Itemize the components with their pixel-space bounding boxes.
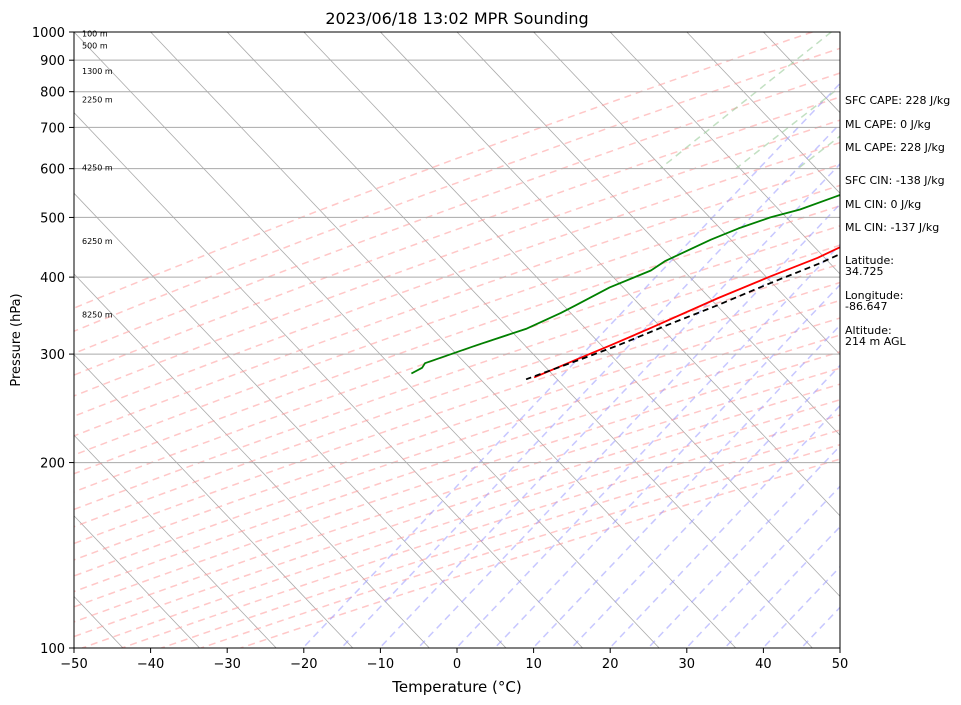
x-tick-label: 50 [832, 657, 849, 672]
isotherm-line [74, 434, 277, 648]
annotation-text: Longitude: -86.647 [845, 289, 903, 313]
y-tick-label: 800 [40, 86, 65, 101]
height-labels: 8250 m 6250 m 4250 m 2250 m 1300 m 500 m 100 m [82, 29, 113, 319]
x-tick-label: 20 [602, 657, 619, 672]
annotation-text: SFC CIN: -138 J/kg [845, 174, 945, 187]
x-axis-label: Temperature (°C) [391, 678, 521, 696]
y-tick-label: 100 [40, 642, 65, 657]
y-tick-label: 300 [40, 348, 65, 363]
y-tick-label: 500 [40, 211, 65, 226]
height-label: 100 m [82, 29, 108, 38]
background-guide-lines [74, 32, 840, 648]
dry-adiabat-line [74, 119, 840, 397]
chart-title: 2023/06/18 13:02 MPR Sounding [325, 9, 588, 28]
height-label: 8250 m [82, 310, 113, 319]
dry-adiabat-line [74, 163, 840, 437]
isotherm-line [686, 32, 840, 194]
dry-adiabat-line [74, 72, 840, 355]
annotation-text: ML CIN: -137 J/kg [845, 221, 939, 234]
dry-adiabat-line [161, 429, 840, 648]
height-label: 1300 m [82, 67, 113, 76]
dry-adiabat-line [74, 317, 840, 577]
dry-adiabat-line [74, 184, 840, 456]
dry-adiabat-line [74, 334, 840, 593]
annotation-text: ML CAPE: 228 J/kg [845, 141, 945, 154]
height-label: 4250 m [82, 163, 113, 172]
y-tick-label: 600 [40, 163, 65, 178]
y-axis-label: Pressure (hPa) [9, 293, 24, 386]
dry-adiabat-line [74, 96, 840, 376]
dry-adiabat-line [74, 281, 840, 545]
moist-adiabat-line [302, 82, 840, 648]
isotherm-line [74, 192, 507, 648]
moist-adiabat-line [340, 122, 840, 648]
dry-adiabat-line [74, 141, 840, 418]
sounding-traces [410, 194, 840, 381]
x-tick-label: −10 [367, 657, 394, 672]
y-tick-label: 900 [40, 54, 65, 69]
x-tick-label: −30 [213, 657, 240, 672]
annotation-text: ML CIN: 0 J/kg [845, 198, 921, 211]
dry-adiabat-line [74, 47, 840, 332]
annotation-text: SFC CAPE: 228 J/kg [845, 94, 950, 107]
y-tick-label: 200 [40, 457, 65, 472]
dry-adiabat-line [74, 351, 840, 608]
height-label: 500 m [82, 41, 108, 50]
height-label: 6250 m [82, 237, 113, 246]
x-axis-ticks: −50 −40 −30 −20 −10 0 10 20 30 40 50 [60, 648, 848, 672]
pressure-gridlines [74, 32, 840, 648]
isotherm-line [150, 32, 737, 648]
y-tick-label: 1000 [32, 26, 65, 41]
isotherm-line [609, 32, 840, 275]
isotherm-line [74, 112, 583, 648]
x-tick-label: 0 [453, 657, 461, 672]
isotherm-line [74, 353, 354, 648]
height-label: 2250 m [82, 96, 113, 105]
dry-adiabat-line [74, 244, 840, 511]
x-tick-label: 30 [679, 657, 696, 672]
x-tick-label: −40 [137, 657, 164, 672]
isotherm-line [74, 32, 660, 648]
x-tick-label: −20 [290, 657, 317, 672]
dry-adiabat-line [74, 205, 840, 475]
y-tick-label: 400 [40, 271, 65, 286]
x-tick-label: 40 [755, 657, 772, 672]
isotherm-line [74, 273, 430, 648]
x-tick-label: 10 [525, 657, 542, 672]
sounding-parameters: SFC CAPE: 228 J/kg ML CAPE: 0 J/kg ML CAPE… [845, 94, 950, 348]
annotation-text: ML CAPE: 0 J/kg [845, 118, 931, 131]
y-tick-label: 700 [40, 121, 65, 136]
y-axis-ticks: 100 200 300 400 500 600 700 800 900 1000 [32, 26, 74, 657]
temperature-trace [533, 246, 840, 379]
isotherm-line [74, 515, 200, 648]
isotherm-line [226, 32, 813, 648]
x-tick-label: −50 [60, 657, 87, 672]
annotation-text: Altitude: 214 m AGL [845, 324, 907, 348]
moist-adiabat-line [379, 162, 840, 648]
dewpoint-trace [410, 194, 840, 375]
dry-adiabat-line [74, 225, 840, 493]
parcel-trace [525, 253, 840, 381]
annotation-text: Latitude: 34.725 [845, 254, 894, 278]
dry-adiabat-line [74, 299, 840, 561]
dry-adiabat-line [74, 367, 840, 623]
dry-adiabat-line [74, 32, 813, 309]
mixing-ratio-line [659, 32, 832, 170]
dry-adiabat-line [74, 263, 840, 528]
dry-adiabat-line [121, 414, 840, 648]
